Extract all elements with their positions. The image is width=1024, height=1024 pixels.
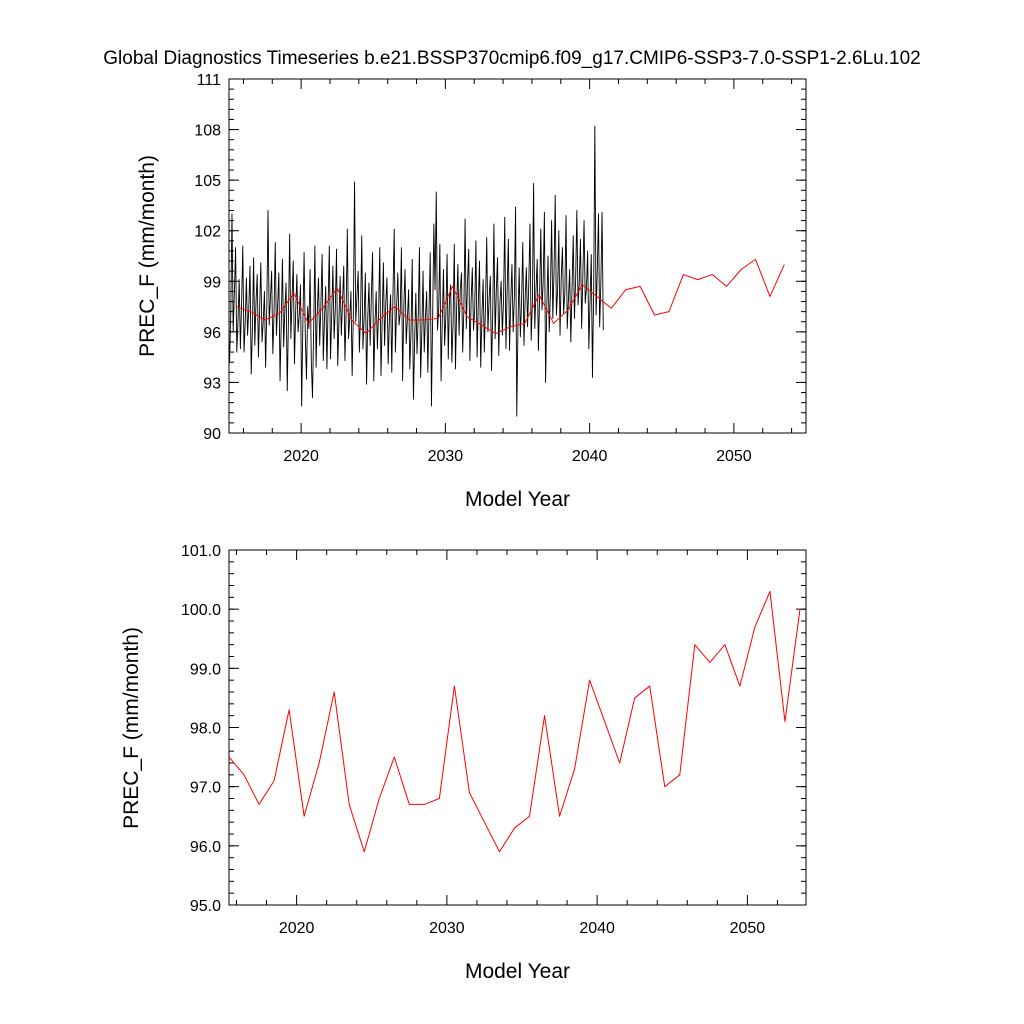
monthly-timeseries-panel: 2020 2030 2040 2050 90 93 96 99 102 105 108 111 Mode… (136, 72, 807, 511)
plot-frame (228, 549, 807, 906)
figure-title: Global Diagnostics Timeseries b.e21.BSSP… (103, 48, 920, 69)
y-axis-title: PREC_F (mm/month) (136, 155, 159, 357)
y-tick-label: 99.0 (190, 661, 221, 678)
y-tick-label: 102 (194, 224, 221, 241)
y-tick-label: 105 (194, 173, 221, 190)
y-tick-label: 90 (203, 426, 221, 443)
x-tick-label: 2040 (572, 448, 608, 465)
y-tick-label: 98.0 (190, 721, 221, 738)
x-axis-title: Model Year (465, 960, 570, 983)
y-tick-label: 96 (203, 325, 221, 342)
plot-frame (228, 78, 807, 434)
y-tick-label: 100.0 (181, 602, 221, 619)
y-tick-label: 111 (197, 72, 221, 89)
y-tick-label: 93 (203, 375, 221, 392)
y-tick-label: 99 (203, 274, 221, 291)
monthly-series-line (229, 125, 604, 417)
x-tick-label: 2020 (283, 448, 319, 465)
y-axis-title: PREC_F (mm/month) (120, 627, 143, 829)
y-tick-label: 101.0 (181, 543, 221, 560)
x-tick-label: 2020 (279, 920, 315, 937)
y-tick-label: 108 (194, 123, 221, 140)
x-tick-label: 2040 (579, 920, 615, 937)
y-tick-label: 97.0 (190, 780, 221, 797)
y-tick-label: 95.0 (190, 898, 221, 915)
x-tick-label: 2050 (730, 920, 766, 937)
x-tick-label: 2030 (429, 920, 465, 937)
annual-series-line (229, 590, 801, 853)
annual-timeseries-panel: 2020 2030 2040 2050 95.0 96.0 97.0 98.0 99.0 100.… (120, 543, 807, 983)
x-axis-title: Model Year (465, 488, 570, 511)
x-tick-label: 2050 (716, 448, 752, 465)
annual-series-line (236, 258, 785, 335)
x-tick-label: 2030 (428, 448, 464, 465)
y-tick-label: 96.0 (190, 839, 221, 856)
